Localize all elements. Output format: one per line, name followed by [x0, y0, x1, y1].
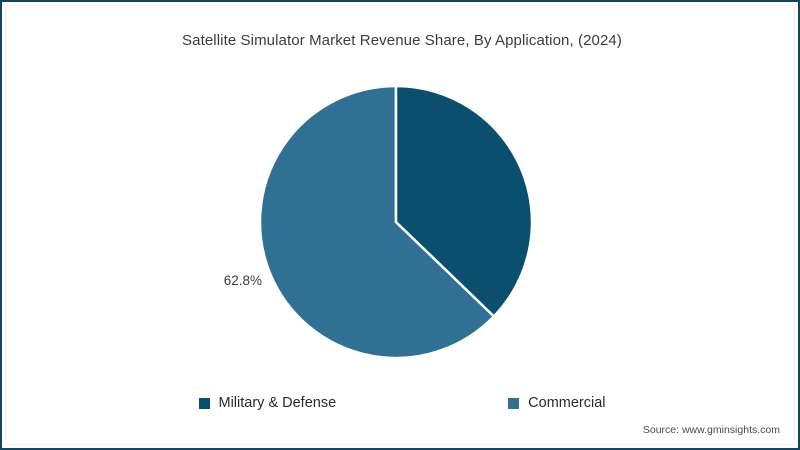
source-attribution: Source: www.gminsights.com: [642, 424, 780, 436]
legend-swatch-icon-military-defense: [198, 397, 210, 409]
pie-chart-plot: [260, 86, 532, 358]
legend-label-military-defense: Military & Defense: [218, 395, 337, 411]
chart-title: Satellite Simulator Market Revenue Share…: [182, 32, 622, 49]
pie-slice-commercial[interactable]: [260, 86, 496, 358]
pie-slice-military-defense[interactable]: [394, 86, 532, 318]
pie-slice-label-commercial: 62.8%: [223, 273, 262, 288]
chart-legend: Military & Defense Commercial: [2, 395, 798, 411]
legend-swatch-icon-commercial: [508, 397, 520, 409]
legend-item-commercial[interactable]: Commercial: [508, 395, 606, 411]
legend-label-commercial: Commercial: [528, 395, 606, 411]
legend-item-military-defense[interactable]: Military & Defense: [198, 395, 337, 411]
pie-svg: [260, 86, 532, 358]
